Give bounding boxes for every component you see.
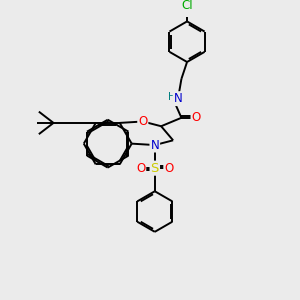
Text: N: N (174, 92, 182, 105)
Text: O: O (138, 115, 147, 128)
Text: O: O (191, 111, 201, 124)
Text: N: N (150, 139, 159, 152)
Text: H: H (168, 92, 176, 102)
Text: S: S (151, 162, 159, 175)
Text: Cl: Cl (181, 0, 193, 12)
Text: O: O (136, 162, 145, 175)
Text: O: O (164, 162, 173, 175)
